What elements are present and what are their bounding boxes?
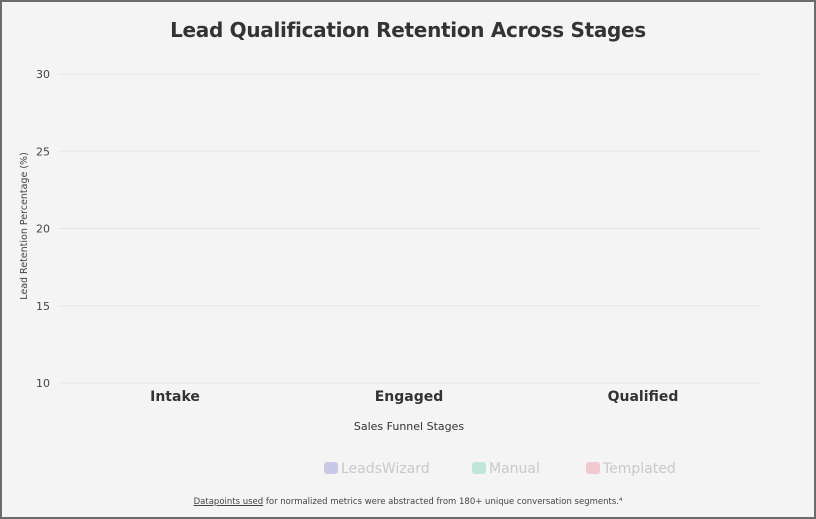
footer-note: Datapoints used for normalized metrics w… <box>0 497 816 507</box>
y-tick-label: 15 <box>36 300 50 313</box>
x-tick-label: Intake <box>150 389 200 405</box>
x-tick-label: Engaged <box>375 389 444 405</box>
y-tick-label: 30 <box>36 68 50 81</box>
y-tick-label: 10 <box>36 377 50 390</box>
legend-swatch <box>586 462 600 474</box>
x-tick-label: Qualified <box>608 389 679 405</box>
y-tick-label: 25 <box>36 145 50 158</box>
legend-label[interactable]: Manual <box>489 461 540 477</box>
grid-lines <box>58 73 760 384</box>
legend-label[interactable]: LeadsWizard <box>341 461 430 477</box>
y-tick-labels: 10 15 20 25 30 <box>36 68 50 390</box>
legend: LeadsWizard Manual Templated <box>324 461 676 477</box>
x-axis-label: Sales Funnel Stages <box>354 420 465 433</box>
legend-swatch <box>324 462 338 474</box>
legend-label[interactable]: Templated <box>602 461 676 477</box>
y-tick-label: 20 <box>36 223 50 236</box>
y-axis-label: Lead Retention Percentage (%) <box>19 152 30 300</box>
x-tick-labels: Intake Engaged Qualified <box>150 389 678 405</box>
datapoints-link[interactable]: Datapoints used <box>193 497 264 507</box>
chart-title: Lead Qualification Retention Across Stag… <box>170 18 646 42</box>
footer-text: for normalized metrics were abstracted f… <box>263 497 623 507</box>
legend-swatch <box>472 462 486 474</box>
